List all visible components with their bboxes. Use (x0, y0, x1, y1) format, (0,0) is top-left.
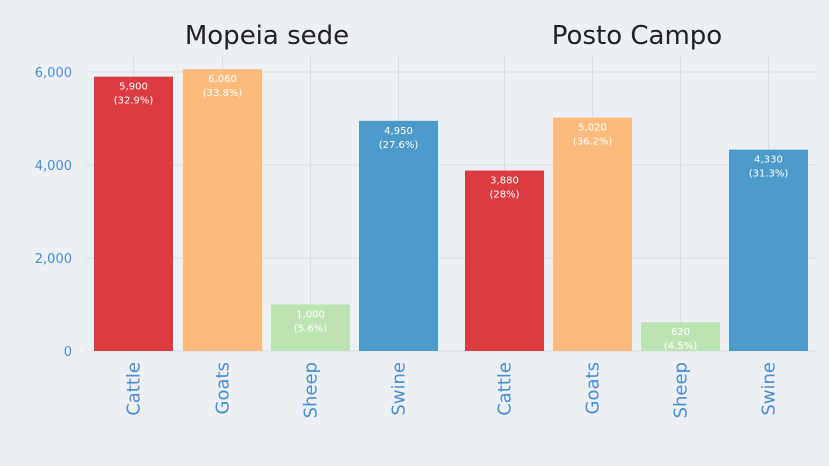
panel-title: Posto Campo (552, 21, 722, 51)
bar-percent-label: (4.5%) (664, 341, 697, 352)
chart-panels: Mopeia sede 5,900 (32.9%) Cattle 6,060 (33.8%… (94, 21, 808, 418)
bar-value-label: 620 (671, 327, 690, 338)
bar-value-label: 6,060 (208, 74, 237, 85)
bar-swine (729, 149, 808, 351)
bar-value-label: 5,900 (119, 82, 148, 93)
bar-cattle (94, 76, 173, 352)
bar-percent-label: (33.8%) (203, 88, 243, 99)
panel-2: Posto Campo 3,880 (28%) Cattle 5,020 (36.2%) G… (465, 21, 808, 418)
bar-sheep (271, 304, 350, 351)
y-tick-label: 2,000 (35, 252, 72, 267)
x-tick-label: Sheep (671, 362, 692, 418)
bar-cattle (465, 170, 544, 351)
bar-sheep (641, 322, 720, 351)
bar-swine (359, 120, 438, 351)
y-tick-label: 6,000 (35, 66, 72, 81)
bar-goats (183, 69, 262, 352)
x-tick-label: Swine (389, 362, 410, 416)
y-axis: 0 2,000 4,000 6,000 (35, 66, 72, 360)
bar-percent-label: (31.3%) (749, 169, 789, 180)
bar-value-label: 5,020 (578, 123, 607, 134)
panel-1: Mopeia sede 5,900 (32.9%) Cattle 6,060 (33.8%… (94, 21, 438, 418)
y-tick-label: 0 (64, 345, 72, 360)
panel-title: Mopeia sede (185, 21, 349, 51)
y-tick-label: 4,000 (35, 159, 72, 174)
bar-goats (553, 117, 632, 351)
bar-value-label: 1,000 (296, 310, 325, 321)
x-tick-label: Sheep (301, 362, 322, 418)
bar-percent-label: (32.9%) (114, 96, 154, 107)
bar-percent-label: (5.6%) (294, 324, 327, 335)
bar-percent-label: (28%) (489, 190, 519, 201)
x-tick-label: Goats (213, 362, 234, 414)
bar-value-label: 4,330 (754, 155, 783, 166)
x-tick-label: Cattle (495, 362, 516, 416)
bar-value-label: 3,880 (490, 176, 519, 187)
x-tick-label: Goats (583, 362, 604, 414)
x-tick-label: Swine (759, 362, 780, 416)
bar-value-label: 4,950 (384, 126, 413, 137)
bar-percent-label: (36.2%) (573, 137, 613, 148)
x-tick-label: Cattle (124, 362, 145, 416)
bar-percent-label: (27.6%) (379, 140, 419, 151)
